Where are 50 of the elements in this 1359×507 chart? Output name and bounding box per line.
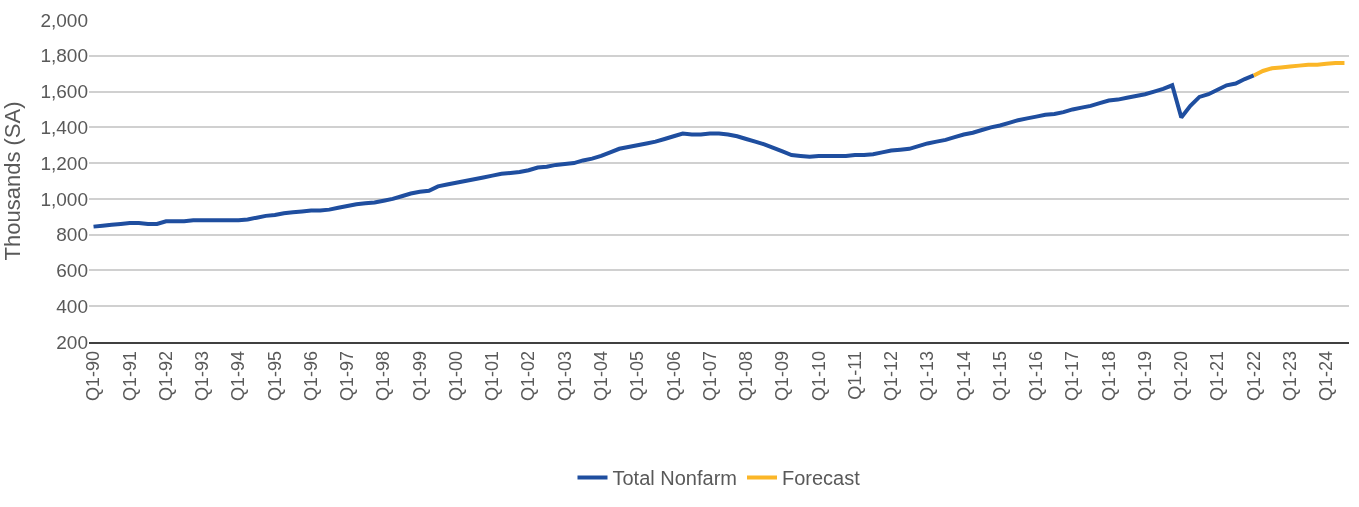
y-tick-label: 1,000 xyxy=(40,188,88,210)
y-tick-label: 800 xyxy=(56,224,88,246)
x-tick-label: Q1-95 xyxy=(264,350,285,401)
x-tick-label: Q1-20 xyxy=(1171,350,1192,401)
x-tick-label: Q1-08 xyxy=(736,350,757,401)
x-tick-label: Q1-00 xyxy=(445,350,466,401)
x-tick-label: Q1-98 xyxy=(373,350,394,401)
x-tick-label: Q1-92 xyxy=(155,350,176,401)
x-tick-label: Q1-94 xyxy=(228,350,249,401)
x-tick-label: Q1-93 xyxy=(192,350,213,401)
x-tick-label: Q1-11 xyxy=(844,350,865,400)
x-tick-label: Q1-04 xyxy=(591,350,612,401)
x-tick-label: Q1-14 xyxy=(953,350,974,401)
x-tick-label: Q1-19 xyxy=(1134,350,1155,401)
legend-label: Forecast xyxy=(782,467,861,490)
y-tick-label: 400 xyxy=(56,295,88,317)
line-series xyxy=(1251,60,1347,78)
x-tick-label: Q1-23 xyxy=(1279,350,1300,401)
x-tick-label: Q1-03 xyxy=(554,350,575,401)
x-tick-label: Q1-09 xyxy=(772,350,793,401)
x-tick-label: Q1-15 xyxy=(989,350,1010,401)
x-tick-label: Q1-17 xyxy=(1062,350,1083,401)
y-tick-label: 1,400 xyxy=(40,116,88,138)
x-tick-label: Q1-16 xyxy=(1026,350,1047,401)
y-tick-label: 200 xyxy=(56,331,88,353)
x-tick-label: Q1-02 xyxy=(518,350,539,401)
x-tick-label: Q1-21 xyxy=(1207,350,1228,401)
x-tick-label: Q1-10 xyxy=(808,350,829,401)
x-tick-label: Q1-22 xyxy=(1243,350,1264,401)
y-tick-label: 1,800 xyxy=(40,45,88,67)
legend-label: Total Nonfarm xyxy=(612,467,737,490)
x-tick-label: Q1-18 xyxy=(1098,350,1119,401)
y-tick-label: 2,000 xyxy=(40,9,88,31)
x-tick-label: Q1-01 xyxy=(482,350,503,401)
x-tick-label: Q1-07 xyxy=(699,350,720,401)
x-tick-label: Q1-96 xyxy=(300,350,321,401)
x-tick-label: Q1-99 xyxy=(409,350,430,401)
x-tick-label: Q1-24 xyxy=(1316,350,1337,401)
y-axis-title: Thousands (SA) xyxy=(0,101,25,261)
x-tick-label: Q1-13 xyxy=(917,350,938,401)
y-tick-label: 600 xyxy=(56,260,88,282)
x-tick-label: Q1-12 xyxy=(881,350,902,401)
x-tick-label: Q1-90 xyxy=(83,350,104,401)
x-tick-label: Q1-97 xyxy=(337,350,358,401)
y-tick-label: 1,200 xyxy=(40,152,88,174)
x-tick-label: Q1-05 xyxy=(627,350,648,401)
x-tick-label: Q1-06 xyxy=(663,350,684,401)
y-tick-label: 1,600 xyxy=(40,81,88,103)
line-series xyxy=(91,73,1256,229)
x-tick-label: Q1-91 xyxy=(119,350,140,401)
